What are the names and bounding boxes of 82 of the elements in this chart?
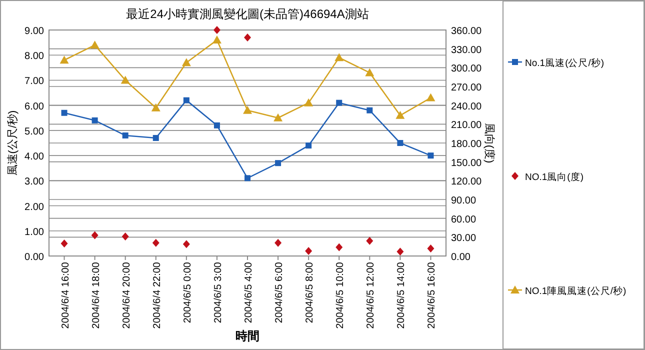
point [305,246,312,255]
point [365,68,374,76]
y-tick-label: 8.00 [24,51,44,62]
x-tick-label: 2004/6/5 12:00 [366,262,377,329]
y2-tick-label: 30.00 [451,233,476,244]
y2-tick-label: 90.00 [451,196,476,206]
point [214,122,220,128]
point [336,100,342,106]
y-tick-label: 1.00 [24,226,44,238]
point [274,238,282,247]
point [304,98,314,106]
y2-tick-label: 240.00 [451,101,482,112]
point [366,107,373,114]
x-tick-label: 2004/6/5 0:00 [182,262,194,324]
y2-tick-label: 180.00 [451,139,482,150]
x-tick-label: 2004/6/4 16:00 [60,262,72,329]
point [243,106,252,114]
point [244,175,250,182]
point [182,58,191,66]
legend-label: NO.1陣風風速(公尺/秒) [525,285,626,297]
y-tick-label: 7.00 [24,76,44,88]
y-axis-title: 風速(公尺/秒) [6,110,19,176]
y-tick-label: 0.00 [24,252,44,263]
point [182,240,190,248]
x-tick-label: 2004/6/4 22:00 [152,262,163,329]
y-tick-label: 6.00 [24,101,44,112]
point [60,56,69,64]
x-tick-label: 2004/6/4 18:00 [90,262,102,329]
y-tick-label: 2.00 [24,202,44,213]
point [427,244,434,252]
point [152,238,160,247]
y2-tick-label: 270.00 [451,82,482,94]
point [90,40,100,49]
point [61,110,68,116]
x-tick-label: 2004/6/5 8:00 [304,262,316,324]
point [122,232,129,241]
point [397,140,404,146]
point [151,103,160,112]
point [334,53,344,62]
chart-title: 最近24小時實測風變化圖(未品管)46694A測站 [126,7,369,21]
point [183,97,190,104]
point [60,239,68,248]
x-tick-label: 2004/6/5 6:00 [274,262,286,324]
point [336,243,343,252]
point [396,248,404,256]
point [426,93,436,102]
point [275,160,282,166]
x-tick-label: 2004/6/5 10:00 [335,262,346,329]
y2-tick-label: 150.00 [451,158,482,169]
y-tick-label: 3.00 [24,176,44,188]
y2-tick-label: 360.00 [451,26,482,37]
point [122,132,128,138]
point [92,117,98,124]
point [120,76,130,84]
y2-tick-label: 120.00 [451,176,482,188]
y-tick-label: 5.00 [24,126,44,138]
x-tick-label: 2004/6/5 4:00 [244,262,254,324]
y-tick-label: 4.00 [24,152,44,163]
point [152,134,159,141]
x-axis-title: 時間 [236,329,260,343]
y2-axis-title: 風向(度) [483,122,496,164]
point [212,36,222,44]
y2-tick-label: 210.00 [451,120,482,132]
point [244,34,251,42]
y2-tick-label: 300.00 [451,64,482,75]
x-tick-label: 2004/6/5 14:00 [396,262,408,329]
y2-tick-label: 0.00 [451,252,471,263]
y2-tick-label: 330.00 [451,44,482,56]
point [366,236,374,245]
x-tick-label: 2004/6/5 3:00 [212,262,224,324]
point [306,142,312,149]
point [428,152,434,159]
point [274,113,283,122]
y2-tick-label: 60.00 [451,214,476,226]
y-tick-label: 9.00 [24,26,44,37]
point [213,26,220,34]
legend-label: No.1風速(公尺/秒) [525,57,604,69]
point [91,231,98,240]
x-tick-label: 2004/6/4 20:00 [121,262,132,329]
point [396,110,405,119]
x-tick-label: 2004/6/5 16:00 [426,262,438,329]
legend-label: NO.1風向(度) [525,171,584,183]
